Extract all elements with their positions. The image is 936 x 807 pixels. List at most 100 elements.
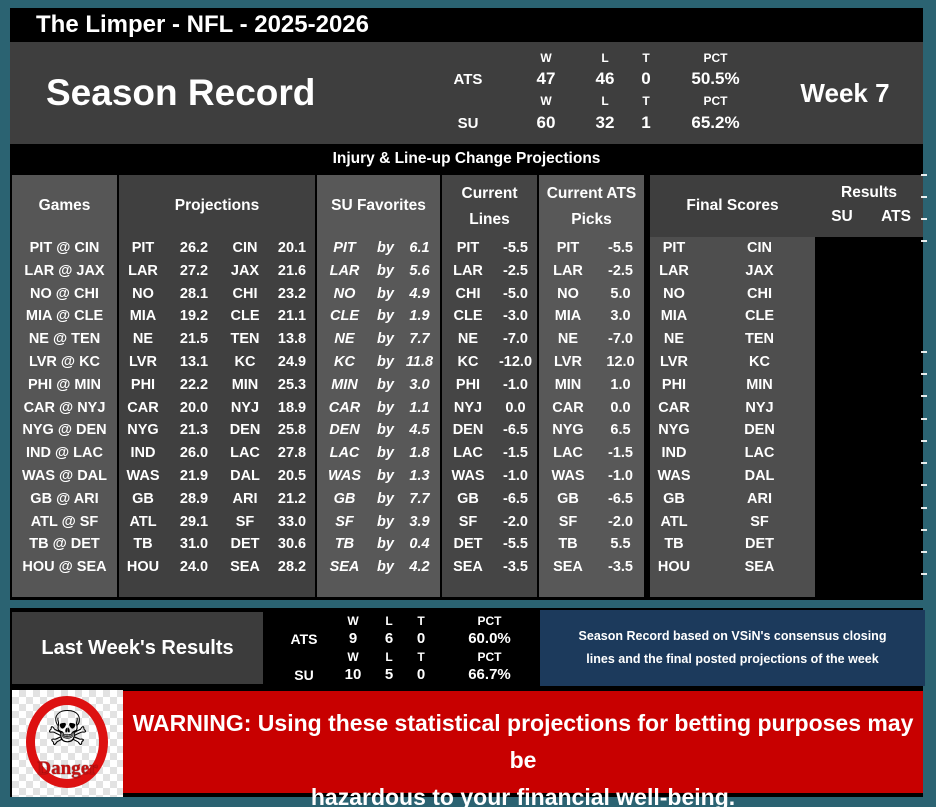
final-away-abbr: HOU (657, 559, 691, 576)
grid-tick (921, 484, 927, 486)
subtitle-bar: Injury & Line-up Change Projections (10, 144, 923, 174)
final-score-row: NO CHI (650, 283, 815, 306)
current-lines-column: Current Lines PIT -5.5 LAR -2.5 CHI -5.0 (442, 175, 537, 597)
final-home-score-blank (787, 237, 815, 260)
ats-pick-row: GB -6.5 (539, 488, 644, 511)
final-home-abbr: LAC (744, 445, 775, 462)
final-score-row: WAS DAL (650, 465, 815, 488)
final-home-abbr: CIN (747, 240, 772, 256)
final-away-score-blank (698, 328, 732, 351)
su-favorite-row: CLE by 1.9 (317, 305, 440, 328)
final-home-score-blank (787, 442, 815, 465)
home-team-abbr: DEN (229, 422, 261, 439)
final-away-abbr: TB (664, 536, 684, 553)
final-away-abbr: MIA (660, 308, 688, 325)
away-team-abbr: PHI (130, 376, 156, 393)
final-away-score-blank (698, 374, 732, 397)
pct-header: PCT (477, 649, 502, 664)
projections-header: Projections (174, 197, 260, 214)
game-row: HOU @ SEA (12, 556, 117, 579)
games-column: Games PIT @ CIN LAR @ JAX NO @ CHI MIA @… (12, 175, 117, 597)
final-home-score-blank (787, 419, 815, 442)
su-favorite-row: MIN by 3.0 (317, 374, 440, 397)
pct-value: 50.5% (691, 69, 740, 88)
projection-row: CAR 20.0 NYJ 18.9 (119, 397, 315, 420)
final-away-abbr: LVR (660, 353, 688, 370)
grid-tick (921, 573, 927, 575)
away-projected-points: 26.0 (179, 445, 209, 462)
favorite-team-abbr: NO (333, 285, 356, 302)
losses-header: L (385, 613, 393, 628)
final-home-score-blank (787, 397, 815, 420)
pick-team-abbr: NYG (552, 422, 584, 439)
final-score-row: IND LAC (650, 442, 815, 465)
current-line-row: KC -12.0 (442, 351, 537, 374)
final-score-row: NYG DEN (650, 419, 815, 442)
line-value: -2.0 (503, 513, 528, 530)
season-record-heading: Season Record (46, 72, 316, 113)
current-line-row: PIT -5.5 (442, 237, 537, 260)
pick-team-abbr: LAC (553, 445, 583, 462)
ats-pick-row: NYG 6.5 (539, 419, 644, 442)
pick-team-abbr: LAR (553, 262, 583, 279)
line-team-abbr: LAR (453, 262, 483, 279)
final-away-abbr: NE (663, 331, 685, 348)
by-word: by (377, 513, 394, 530)
away-team-abbr: NE (132, 331, 154, 348)
favorite-team-abbr: PIT (333, 240, 356, 256)
final-away-score-blank (698, 237, 732, 260)
ats-pick-row: LAC -1.5 (539, 442, 644, 465)
danger-label: Danger (37, 758, 98, 779)
vsin-note-line1: Season Record based on VSiN's consensus … (578, 629, 887, 643)
final-score-row: LAR JAX (650, 260, 815, 283)
wins-value: 47 (536, 69, 556, 88)
su-favorite-row: TB by 0.4 (317, 533, 440, 556)
projection-row: NE 21.5 TEN 13.8 (119, 328, 315, 351)
game-row: TB @ DET (12, 533, 117, 556)
pick-team-abbr: MIA (554, 308, 582, 325)
projections-column: Projections PIT 26.2 CIN 20.1 LAR 27.2 J… (119, 175, 315, 597)
away-team-abbr: PIT (131, 240, 155, 256)
game-matchup: WAS @ DAL (21, 467, 108, 484)
ties-value: 0 (641, 69, 651, 88)
line-team-abbr: WAS (451, 467, 485, 484)
ats-pick-row: LVR 12.0 (539, 351, 644, 374)
projection-row: ATL 29.1 SF 33.0 (119, 511, 315, 534)
final-score-row: PHI MIN (650, 374, 815, 397)
away-projected-points: 27.2 (179, 262, 209, 279)
game-matchup: TB @ DET (29, 536, 100, 553)
final-home-score-blank (787, 351, 815, 374)
home-projected-points: 33.0 (277, 513, 307, 530)
favorite-team-abbr: KC (334, 353, 355, 370)
line-team-abbr: LAC (453, 445, 483, 462)
final-away-score-blank (698, 511, 732, 534)
losses-value: 5 (384, 666, 394, 683)
final-home-score-blank (787, 556, 815, 579)
pct-header: PCT (703, 94, 728, 108)
pick-value: 12.0 (606, 353, 635, 370)
pick-value: -1.5 (608, 445, 633, 462)
pick-value: -7.0 (608, 331, 633, 348)
grid-tick (921, 440, 927, 442)
ats-pick-row: CAR 0.0 (539, 397, 644, 420)
losses-value: 46 (595, 69, 615, 88)
warning-line2: hazardous to your financial well-being. (310, 784, 736, 807)
favorite-team-abbr: CLE (330, 308, 359, 325)
final-home-abbr: SEA (744, 559, 775, 576)
line-value: -1.5 (503, 445, 528, 462)
ties-value: 1 (641, 113, 651, 132)
final-away-abbr: NO (663, 285, 685, 302)
section-divider (0, 600, 936, 608)
current-ats-header-line1: Current ATS (546, 185, 637, 202)
pick-value: 5.5 (610, 536, 631, 553)
game-matchup: NYG @ DEN (22, 422, 107, 439)
final-away-abbr: IND (661, 445, 687, 462)
pct-header: PCT (703, 51, 728, 65)
ats-pick-row: LAR -2.5 (539, 260, 644, 283)
line-value: -5.5 (503, 536, 528, 553)
game-row: GB @ ARI (12, 488, 117, 511)
wins-header: W (347, 649, 359, 664)
favorite-margin: 4.9 (409, 285, 430, 302)
favorite-margin: 1.8 (409, 445, 430, 462)
page-title: The Limper - NFL - 2025-2026 (36, 11, 369, 38)
